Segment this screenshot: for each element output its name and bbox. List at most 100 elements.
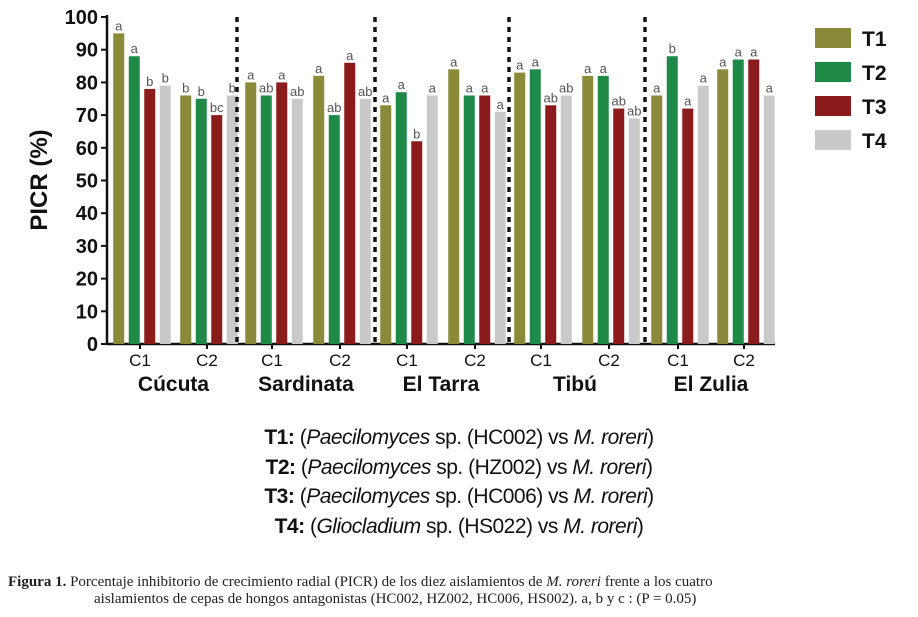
bar-t2 — [195, 98, 207, 344]
significance-letter: b — [198, 84, 205, 99]
treatment-code: T4: — [274, 514, 306, 538]
caption-text-1: Porcentaje inhibitorio de crecimiento ra… — [66, 574, 547, 590]
bar-t2 — [128, 56, 140, 345]
x-tick-label: C2 — [464, 351, 486, 370]
significance-letter: ab — [627, 103, 641, 118]
x-tick-label: C2 — [196, 351, 218, 370]
location-label: Cúcuta — [138, 373, 209, 396]
bar-t1 — [651, 95, 663, 344]
treatment-text: ) — [645, 455, 653, 479]
bar-t2 — [666, 56, 678, 345]
figure-caption: Figura 1. Porcentaje inhibitorio de crec… — [8, 574, 916, 608]
location-label: El Zulia — [674, 373, 749, 396]
bar-t2 — [732, 59, 744, 344]
treatment-line: T2: (Paecilomyces sp. (HZ002) vs M. rore… — [0, 456, 918, 480]
treatment-code: T3: — [264, 485, 295, 508]
significance-letter: a — [115, 18, 123, 33]
legend-label: T3 — [862, 96, 887, 119]
location-label: Tibú — [553, 373, 597, 396]
treatment-text: ( — [294, 485, 307, 508]
significance-letter: a — [750, 45, 758, 60]
treatment-text: ) — [636, 514, 644, 538]
significance-letter: a — [497, 97, 505, 112]
legend-swatch-t1 — [815, 28, 851, 48]
treatment-text: M. roreri — [563, 514, 637, 538]
location-label: El Tarra — [403, 373, 480, 396]
bar-t2 — [597, 75, 609, 345]
bar-t3 — [276, 82, 288, 345]
significance-letter: a — [131, 41, 139, 56]
bar-t2 — [463, 95, 475, 344]
bar-t1 — [313, 75, 325, 345]
treatment-text: ) — [647, 426, 654, 449]
treatment-line: T1: (Paecilomyces sp. (HC002) vs M. rore… — [0, 426, 918, 450]
bar-t3 — [545, 105, 557, 344]
treatment-code: T2: — [265, 455, 297, 479]
y-axis-label: PICR (%) — [26, 129, 53, 230]
legend-swatch-t3 — [815, 96, 851, 116]
treatment-text: M. roreri — [573, 485, 648, 508]
significance-letter: a — [247, 67, 255, 82]
significance-letter: a — [532, 54, 540, 69]
bar-t4 — [628, 118, 640, 345]
y-tick-label: 60 — [76, 138, 98, 160]
bar-t3 — [144, 88, 156, 344]
significance-letter: b — [229, 80, 236, 95]
legend-label: T2 — [862, 62, 887, 85]
legend-label: T1 — [862, 28, 887, 51]
treatment-code: T1: — [264, 426, 295, 449]
x-tick-label: C1 — [530, 351, 552, 370]
y-tick-label: 50 — [76, 171, 98, 193]
bar-t4 — [560, 95, 572, 344]
treatment-text: sp. (HZ002) vs — [430, 455, 573, 479]
treatment-text: Paecilomyces — [307, 455, 431, 479]
treatment-text: sp. (HC006) vs — [429, 485, 574, 508]
bar-t4 — [426, 95, 438, 344]
bar-t4 — [697, 85, 709, 345]
bar-t3 — [344, 62, 356, 344]
treatment-line: T3: (Paecilomyces sp. (HC006) vs M. rore… — [0, 485, 918, 509]
significance-letter: a — [735, 45, 743, 60]
bar-t4 — [226, 95, 238, 344]
bar-t1 — [245, 82, 257, 345]
caption-line-2: aislamientos de cepas de hongos antagoni… — [94, 591, 697, 607]
significance-letter: b — [146, 74, 153, 89]
y-tick-label: 0 — [87, 334, 98, 356]
significance-letter: a — [700, 71, 708, 86]
significance-letter: a — [466, 80, 474, 95]
bar-t2 — [529, 69, 541, 344]
caption-italic: M. roreri — [546, 574, 601, 590]
y-tick-label: 20 — [76, 269, 98, 291]
significance-letter: b — [182, 80, 189, 95]
significance-letter: ab — [544, 90, 558, 105]
treatment-text: M. roreri — [573, 426, 648, 449]
y-tick-label: 30 — [76, 236, 98, 258]
significance-letter: ab — [358, 84, 372, 99]
bar-t1 — [113, 33, 125, 344]
y-tick-label: 10 — [76, 301, 98, 323]
y-tick-label: 90 — [76, 40, 98, 62]
bar-t3 — [613, 108, 625, 344]
significance-letter: a — [481, 80, 489, 95]
y-tick-label: 100 — [65, 7, 98, 29]
significance-letter: ab — [290, 84, 304, 99]
bar-t1 — [180, 95, 192, 344]
x-tick-label: C2 — [329, 351, 351, 370]
x-tick-label: C1 — [129, 351, 151, 370]
significance-letter: a — [766, 80, 774, 95]
significance-letter: b — [669, 41, 676, 56]
caption-label: Figura 1. — [8, 574, 67, 590]
bar-t4 — [159, 85, 171, 345]
treatment-text: Paecilomyces — [306, 485, 430, 508]
treatment-text: ( — [294, 426, 307, 449]
significance-letter: a — [516, 58, 524, 73]
significance-letter: a — [398, 77, 406, 92]
bar-t1 — [514, 72, 526, 344]
legend-label: T4 — [862, 130, 887, 153]
treatment-text: Paecilomyces — [306, 426, 430, 449]
bar-t4 — [494, 111, 506, 344]
bar-t2 — [395, 92, 407, 345]
x-tick-label: C1 — [396, 351, 418, 370]
bar-t3 — [682, 108, 694, 344]
